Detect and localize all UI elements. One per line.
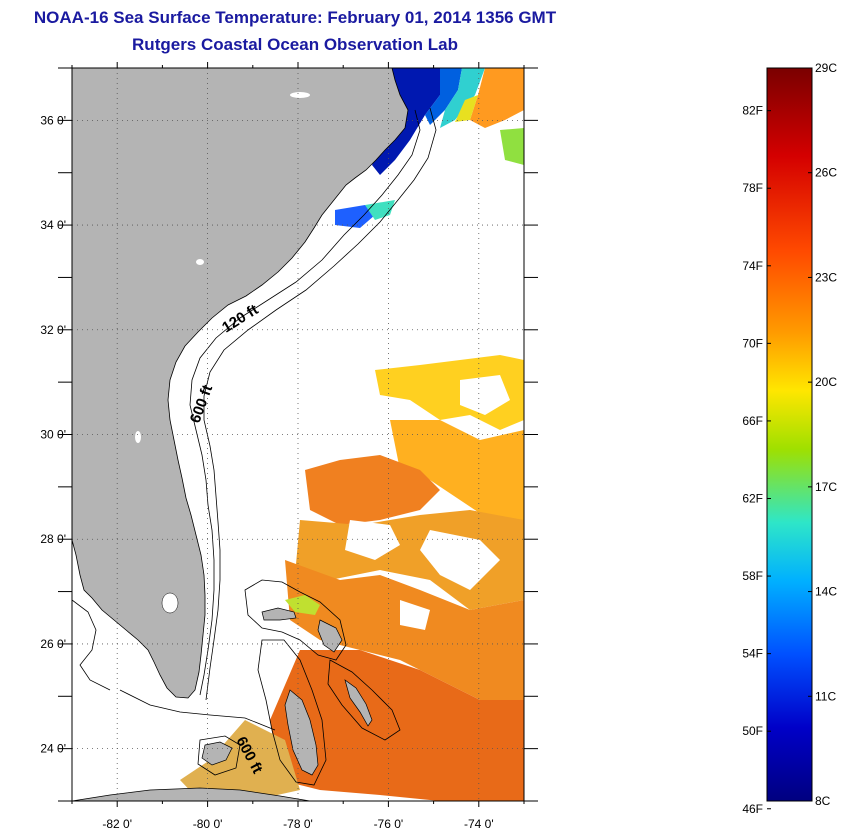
- lake-small-2: [290, 92, 310, 98]
- colorbar-f-label: 54F: [742, 647, 763, 661]
- sst-green-patch-east: [500, 128, 524, 165]
- sst-bahamas-green-patch: [285, 595, 320, 615]
- lat-tick-label: 28 0': [40, 532, 66, 546]
- lon-tick-label: -78 0': [283, 817, 313, 831]
- cloud-patch-4: [400, 600, 430, 630]
- lon-tick-label: -74 0': [464, 817, 494, 831]
- sst-cold-patch: [372, 68, 445, 175]
- cuba-coast: [72, 787, 311, 801]
- lat-tick-label: 26 0': [40, 637, 66, 651]
- lon-tick-label: -82 0': [102, 817, 132, 831]
- colorbar-f-label: 46F: [742, 802, 763, 816]
- colorbar-f-label: 66F: [742, 414, 763, 428]
- colorbar-c-label: 11C: [815, 689, 836, 703]
- lat-tick-label: 34 0': [40, 218, 66, 232]
- colorbar-gradient: [766, 67, 813, 802]
- sst-mid-patch: [440, 68, 485, 128]
- bahamas-grand-bahama: [261, 607, 297, 621]
- colorbar-c-label: 8C: [815, 794, 831, 808]
- sst-gulfstream-patch-5: [285, 560, 524, 700]
- colorbar-c-label: 23C: [815, 270, 837, 284]
- axis-tick-labels: -82 0' -80 0' -78 0' -76 0' -74 0' 24 0' 26 0'…: [40, 113, 493, 831]
- island-south-west: [201, 741, 233, 766]
- colorbar-f-label: 74F: [742, 259, 763, 273]
- cloud-patch-1: [420, 530, 500, 590]
- colorbar-f-label: 58F: [742, 569, 763, 583]
- sst-data-layer: [180, 68, 524, 801]
- lon-tick-label: -80 0': [193, 817, 223, 831]
- temperature-colorbar: 82F 78F 74F 70F 66F 62F 58F 54F 50F 46F 29C 26C 23C 2…: [742, 61, 837, 816]
- lake-small-3: [135, 431, 141, 443]
- sst-yellow-patch-ne: [455, 95, 478, 122]
- land-layer: [72, 68, 409, 801]
- lat-tick-label: 30 0': [40, 428, 66, 442]
- sst-gulfstream-patch-3: [305, 455, 440, 525]
- axis-ticks: [58, 62, 538, 807]
- lake-okeechobee: [161, 592, 179, 614]
- depth-contours: [72, 107, 437, 786]
- contour-bahamas-bank-3: [327, 659, 401, 741]
- colorbar-f-label: 50F: [742, 724, 763, 738]
- lake-small-1: [196, 259, 204, 265]
- map-subtitle: Rutgers Coastal Ocean Observation Lab: [132, 35, 458, 54]
- lat-tick-label: 36 0': [40, 113, 66, 127]
- colorbar-labels: 82F 78F 74F 70F 66F 62F 58F 54F 50F 46F 29C 26C 23C 2…: [742, 61, 837, 816]
- sst-warm-patch-ne: [470, 68, 524, 128]
- lat-tick-label: 24 0': [40, 742, 66, 756]
- map-title: NOAA-16 Sea Surface Temperature: Februar…: [33, 8, 557, 27]
- lat-lon-grid: [72, 68, 524, 801]
- colorbar-f-label: 82F: [742, 104, 763, 118]
- contour-bahamas-bank-2: [257, 639, 327, 786]
- contour-florida-keys: [119, 689, 276, 731]
- sst-gulfstream-patch-6: [270, 650, 524, 801]
- us-east-coast-land: [72, 68, 409, 699]
- lon-tick-label: -76 0': [374, 817, 404, 831]
- colorbar-c-label: 20C: [815, 375, 837, 389]
- sst-florida-straits-patch: [180, 720, 300, 801]
- cloud-patch-2: [345, 520, 400, 560]
- contour-west-florida: [72, 599, 111, 691]
- colorbar-f-label: 78F: [742, 181, 763, 195]
- cloud-patch-3: [460, 375, 510, 415]
- bahamas-abaco-island: [317, 619, 343, 653]
- contour-bahamas-bank-1: [244, 579, 347, 661]
- colorbar-f-label: 70F: [742, 336, 763, 350]
- sst-cool-patch: [425, 68, 462, 125]
- lat-tick-label: 32 0': [40, 323, 66, 337]
- sst-gulfstream-patch-2: [390, 420, 524, 520]
- colorbar-c-label: 26C: [815, 166, 837, 180]
- bahamas-eleuthera: [344, 679, 373, 727]
- colorbar-f-label: 62F: [742, 491, 763, 505]
- colorbar-c-label: 17C: [815, 480, 837, 494]
- colorbar-c-label: 29C: [815, 61, 837, 75]
- colorbar-c-label: 14C: [815, 585, 837, 599]
- bahamas-andros-island: [284, 689, 319, 776]
- sst-blue-patch-sc: [335, 205, 375, 228]
- map-plot-area: 120 ft 600 ft 600 ft: [72, 68, 524, 801]
- contour-cay-sal: [197, 735, 241, 776]
- colorbar-ticks: [767, 67, 812, 810]
- contour-120ft: [189, 109, 421, 696]
- contour-600ft: [203, 107, 437, 701]
